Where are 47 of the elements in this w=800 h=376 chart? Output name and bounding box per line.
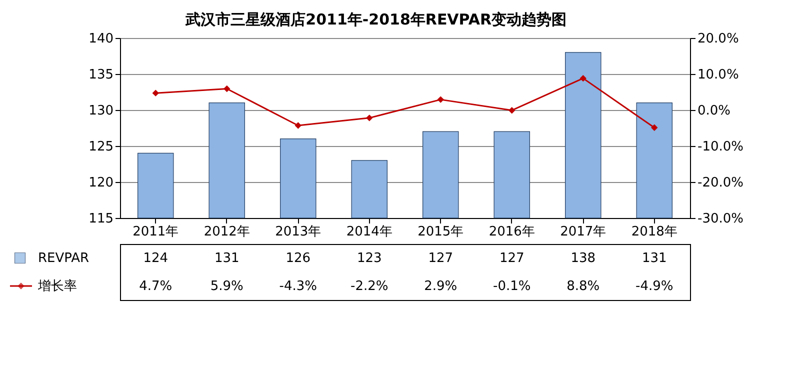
x-tick-label: 2017年 (560, 224, 606, 240)
data-label: -4.9% (636, 279, 674, 294)
data-label: 4.7% (139, 279, 172, 294)
data-label: 2.9% (424, 279, 458, 294)
point (580, 74, 586, 82)
data-label: 138 (570, 251, 596, 266)
y2-tick-label: -10.0% (698, 140, 744, 154)
data-label: 124 (143, 251, 168, 266)
x-tick-label: 2014年 (346, 224, 392, 240)
y-tick-label: 140 (88, 32, 114, 46)
x-tick-label: 2018年 (631, 224, 678, 240)
legend-label: REVPAR (38, 251, 90, 266)
y2-tick-label: 20.0% (698, 32, 739, 46)
data-label: -2.2% (350, 279, 388, 294)
y-tick-label: 115 (88, 212, 114, 226)
point (508, 107, 516, 114)
x-tick-label: 2016年 (488, 224, 535, 240)
data-label: 126 (286, 251, 311, 266)
y2-tick-label: 10.0% (698, 68, 739, 82)
y-tick-label: 130 (88, 104, 114, 118)
y2-tick-label: 0.0% (698, 104, 731, 118)
legend-label: 增长率 (37, 278, 77, 294)
y2-tick-label: -20.0% (698, 176, 744, 190)
point (366, 114, 373, 122)
y2-tick-label: -30.0% (698, 212, 744, 226)
data-label: 5.9% (210, 279, 244, 294)
point (152, 90, 159, 96)
data-label: -0.1% (493, 279, 531, 294)
data-label: 131 (214, 251, 240, 266)
y-tick-label: 125 (88, 140, 114, 154)
x-tick-label: 2013年 (275, 224, 322, 240)
data-label: 127 (428, 251, 454, 266)
point (294, 122, 302, 129)
x-tick-label: 2015年 (418, 224, 464, 240)
chart-title: 武汉市三星级酒店2011年-2018年REVPAR变动趋势图 (184, 10, 567, 28)
data-label: 131 (642, 251, 667, 266)
data-label: 127 (499, 251, 524, 266)
point (437, 96, 444, 103)
data-label: 8.8% (566, 279, 600, 294)
x-tick-label: 2011年 (132, 224, 179, 240)
x-tick-label: 2012年 (204, 224, 250, 240)
point (224, 85, 230, 92)
y-tick-label: 135 (88, 68, 114, 82)
point (651, 124, 658, 131)
data-label: -4.3% (279, 279, 317, 294)
y-tick-label: 120 (88, 176, 114, 190)
data-label: 123 (356, 251, 382, 266)
